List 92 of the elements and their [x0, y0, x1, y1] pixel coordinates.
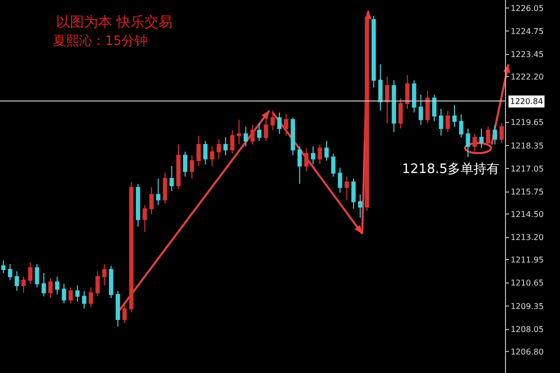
candlestick — [34, 264, 40, 288]
candlestick — [438, 108, 444, 136]
y-tick-label: 1223.45 — [510, 50, 544, 60]
y-tick-label: 1208.05 — [510, 325, 544, 334]
candlestick — [277, 112, 282, 134]
candlestick — [55, 276, 60, 295]
text: 以图为本 快乐交易 — [56, 14, 172, 31]
candlestick — [304, 148, 309, 172]
candlestick — [236, 119, 242, 146]
candlestick — [250, 124, 255, 146]
candlestick — [203, 140, 208, 165]
y-tick-label: 1214.50 — [510, 210, 544, 219]
candlestick — [479, 128, 484, 149]
candlestick — [170, 165, 174, 192]
candlestick — [183, 151, 188, 178]
candlestick — [190, 154, 194, 179]
candlestick — [129, 182, 134, 313]
candlestick — [28, 262, 32, 284]
candlestick — [102, 264, 107, 286]
candlestick — [142, 204, 147, 233]
candlestick — [310, 146, 316, 165]
candlestick — [284, 114, 288, 136]
y-tick-label: 1224.75 — [510, 27, 544, 36]
y-tick-label: 1209.35 — [510, 302, 544, 311]
candlestick — [290, 117, 296, 156]
candlestick — [48, 278, 53, 299]
candlestick — [14, 270, 19, 292]
candlestick — [318, 144, 322, 165]
candlestick — [324, 140, 329, 162]
candlestick — [149, 186, 154, 215]
candlestick — [446, 110, 450, 133]
candlestick — [297, 146, 302, 184]
candlestick — [492, 124, 498, 146]
candlestick — [230, 130, 234, 154]
candlestick — [82, 290, 86, 310]
candlestick — [216, 138, 221, 160]
candlestick — [1, 260, 6, 274]
candlestick — [398, 98, 403, 129]
candlestick — [378, 64, 383, 112]
y-tick-label: 1217.05 — [510, 164, 544, 174]
y-tick-label: 1226.05 — [510, 4, 544, 13]
candlestick — [75, 285, 80, 302]
candlestick — [21, 276, 26, 294]
candlestick — [499, 122, 504, 144]
candlestick — [486, 126, 490, 147]
candlestick — [432, 94, 436, 122]
candlestick — [425, 90, 430, 124]
candlestick — [196, 135, 201, 166]
candlestick — [338, 167, 342, 194]
candlestick — [372, 16, 376, 88]
candlestick — [358, 194, 362, 218]
candlestick — [472, 133, 477, 152]
candlestick — [62, 283, 66, 304]
candlestick — [405, 74, 410, 110]
y-tick-label: 1206.80 — [510, 347, 544, 356]
candlestick — [344, 176, 349, 200]
candlestick — [176, 144, 181, 190]
candlestick — [68, 286, 73, 304]
y-tick-label: 1210.65 — [510, 278, 544, 288]
candlestick — [351, 178, 356, 210]
ref-line-label: 1220.84 — [510, 97, 544, 106]
candlestick — [244, 126, 248, 147]
candlestick — [42, 272, 46, 297]
candlestick — [108, 265, 114, 299]
candlestick — [257, 122, 262, 142]
y-tick-label: 1211.95 — [510, 255, 544, 264]
candlestick — [162, 172, 168, 204]
candlestick — [412, 80, 416, 113]
candlestick — [95, 270, 100, 297]
candlestick — [452, 104, 457, 128]
y-tick-label: 1218.35 — [510, 141, 544, 150]
candlestick — [88, 286, 94, 308]
candlestick — [270, 110, 275, 131]
candlestick — [210, 146, 214, 166]
candlestick — [8, 264, 12, 281]
candlestick — [392, 80, 396, 133]
text: 夏熙沁：15分钟 — [53, 34, 148, 49]
candlestick — [418, 94, 423, 126]
candlestick — [136, 183, 140, 228]
candlestick — [459, 114, 464, 138]
candlestick — [156, 178, 160, 206]
y-tick-label: 1213.20 — [510, 233, 544, 242]
candlestick — [466, 128, 470, 158]
y-tick-label: 1219.65 — [510, 118, 544, 128]
candlestick — [116, 290, 120, 328]
y-tick-label: 1222.20 — [510, 72, 544, 82]
y-tick-label: 1215.75 — [510, 188, 544, 197]
candlestick — [331, 152, 336, 178]
annotation: 1218.5多单持有 — [402, 162, 500, 177]
candlestick — [122, 304, 127, 324]
candlestick — [223, 136, 228, 156]
candlestick — [385, 76, 390, 124]
